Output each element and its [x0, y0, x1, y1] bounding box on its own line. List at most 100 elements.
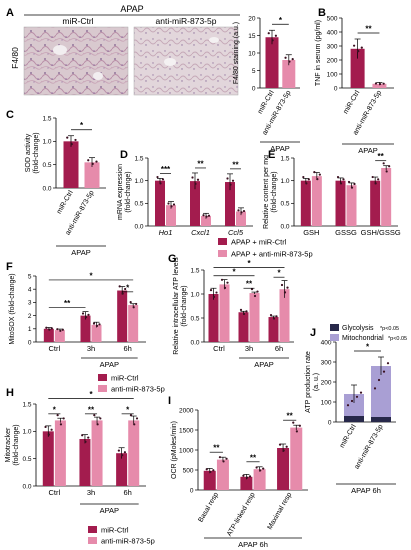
sig-star-H: ** [88, 405, 95, 414]
x-tick-label-D: Ho1 [159, 228, 173, 237]
y-tick-label-J: 400 [321, 339, 332, 346]
legend-swatch-J [330, 324, 339, 331]
y-tick-label-J: 0 [328, 419, 332, 426]
legend-h-swatch-light [88, 537, 97, 544]
x-tick-label-D: Ccl5 [228, 228, 244, 237]
bar-E [335, 180, 346, 226]
y-tick-label-C: 1.0 [42, 139, 51, 146]
bar-I [277, 448, 290, 490]
data-point-I [209, 470, 212, 474]
y-tick-label-F: 0 [28, 339, 32, 346]
data-point-I [278, 443, 282, 446]
data-point-F [135, 302, 138, 306]
data-point-D [191, 176, 194, 179]
x-tick-label-I: Maximal resp [267, 491, 294, 531]
data-point-G [212, 295, 216, 298]
bar-mitochondrial-J [344, 394, 364, 416]
data-point-C [66, 136, 69, 139]
data-point-F [129, 300, 132, 304]
y-tick-label-G: 1.5 [190, 267, 199, 274]
data-point-F [87, 313, 90, 316]
data-point-I [222, 460, 225, 463]
y-tick-label-I: 1000 [179, 447, 194, 454]
bar-H [116, 453, 128, 486]
bar-B [372, 83, 387, 88]
data-point-C [87, 159, 90, 162]
data-point-I [212, 469, 215, 472]
data-point-G [215, 291, 218, 294]
group-label-G: APAP [254, 360, 273, 369]
sig-star-D: *** [161, 165, 171, 174]
data-point-A [267, 32, 270, 35]
data-point-D [194, 182, 197, 185]
y-tick-label-F: 1 [28, 326, 32, 333]
bar-D [166, 205, 176, 226]
y-tick-label-G: 0.0 [190, 339, 199, 346]
y-tick-label-J: 200 [321, 379, 332, 386]
data-point-H [87, 436, 90, 439]
bar-E [300, 180, 311, 226]
x-tick-label-E: GSSG [335, 228, 357, 237]
micrograph-anti [133, 26, 239, 96]
bar-I [216, 459, 229, 490]
sig-star-I: ** [213, 444, 220, 453]
data-point-D [237, 209, 240, 212]
data-point-I [205, 468, 208, 471]
group-label-A: APAP [270, 144, 289, 153]
legend-note-J: *p<0.05 [380, 326, 399, 332]
group-label-C: APAP [71, 248, 90, 257]
x-tick-label-H: Ctrl [48, 488, 60, 497]
data-point-E [350, 186, 354, 189]
legend-de-swatch-dark [218, 238, 227, 245]
y-axis-label-G: Relative intracellular ATP levels [173, 257, 180, 355]
y-axis-label-J: ATP production rate [305, 351, 312, 413]
data-point-J [377, 378, 381, 382]
data-point-G [283, 291, 287, 294]
data-point-J [346, 404, 350, 407]
data-point-I [242, 474, 245, 477]
data-point-G [275, 315, 278, 318]
bar-mitochondrial-J [371, 366, 391, 417]
bar-D [155, 180, 165, 226]
data-point-F [118, 285, 121, 288]
data-point-H [44, 425, 47, 429]
bar-I [203, 470, 216, 490]
bar-H [128, 420, 140, 486]
data-point-E [388, 165, 391, 168]
bar-G [268, 317, 279, 342]
data-point-G [242, 312, 246, 316]
data-point-D [159, 182, 162, 185]
y-axis-label-C: SOD activity [25, 133, 32, 172]
sig-star-B: ** [365, 25, 372, 34]
sig-star-E: ** [378, 152, 385, 161]
data-point-H [133, 423, 136, 426]
y-tick-label-B: 200 [327, 57, 338, 64]
data-point-G [286, 286, 289, 289]
bar-G [208, 294, 219, 342]
bar-H [79, 438, 91, 486]
y-tick-label-I: 0 [190, 487, 194, 494]
data-point-G [245, 310, 248, 313]
data-point-A [274, 34, 277, 37]
y-tick-label-H: 1.5 [22, 401, 31, 408]
y-tick-label-C: 1.5 [42, 115, 51, 122]
y-tick-label-H: 0.5 [22, 456, 31, 463]
legend-h-light: anti-miR-873-5p [101, 537, 155, 546]
data-point-I [245, 476, 249, 479]
data-point-G [209, 289, 213, 292]
y-tick-label-I: 1500 [179, 427, 194, 434]
data-point-F [45, 326, 48, 329]
data-point-B [360, 46, 363, 49]
y-tick-label-A: 15 [248, 33, 256, 40]
data-point-A [271, 39, 274, 42]
data-point-D [207, 214, 211, 217]
data-point-I [282, 449, 285, 452]
panel-a-header: APAP [120, 4, 143, 14]
bar-E [311, 176, 322, 226]
panel-letter-g: G [168, 253, 177, 265]
data-point-F [48, 328, 51, 331]
y-axis-label-D: mRNA expression [117, 164, 124, 220]
y-tick-label-E: 0.0 [280, 223, 289, 230]
panel-letter-b: B [318, 7, 326, 19]
sig-star-D: ** [197, 159, 204, 168]
